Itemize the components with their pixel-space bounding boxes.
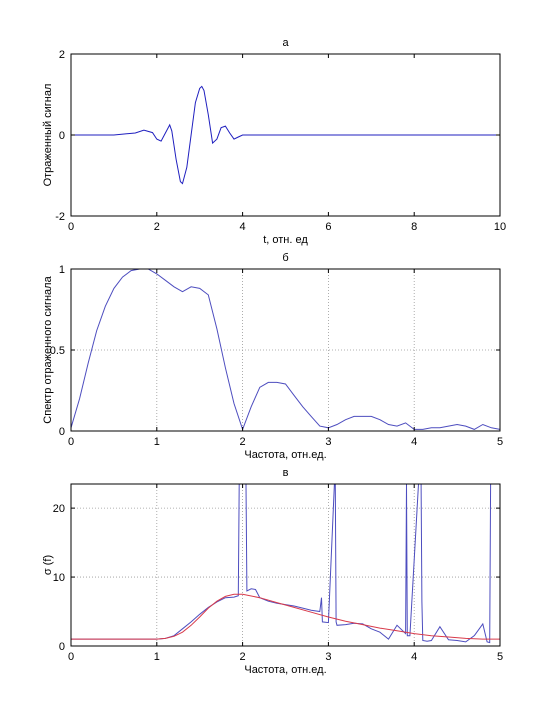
chart-title: в — [283, 467, 289, 479]
x-tick-label: 0 — [68, 221, 74, 233]
y-tick-label: 20 — [53, 503, 65, 515]
chart-title: а — [282, 37, 289, 49]
x-tick-label: 8 — [411, 221, 417, 233]
axes-frame — [70, 268, 501, 432]
x-axis-label: Частота, отн.ед. — [244, 664, 326, 676]
y-axis-label: Спектр отраженного сигнала — [42, 275, 54, 423]
panel-c: 0 1 2 3 4 5 0 10 20 в Частота, отн.ед. σ (f) — [42, 467, 503, 676]
chart-title: б — [282, 252, 288, 264]
x-tick-label: 2 — [240, 436, 246, 448]
x-tick-label: 3 — [325, 436, 331, 448]
y-axis-label: σ (f) — [42, 555, 54, 575]
panel-b: 0 1 2 3 4 5 0 0.5 1 б Частота, отн.ед. Спектр отраж… — [42, 252, 503, 461]
y-tick-label: 0 — [59, 426, 65, 438]
x-tick-label: 4 — [411, 436, 417, 448]
y-tick-label: 2 — [59, 49, 65, 61]
x-tick-label: 0 — [68, 436, 74, 448]
y-tick-label: -2 — [55, 211, 65, 223]
series-line-2 — [71, 593, 500, 640]
x-axis-label: t, отн. ед — [263, 234, 308, 246]
y-tick-label: 0 — [59, 130, 65, 142]
x-tick-label: 4 — [411, 651, 417, 663]
x-tick-label: 2 — [240, 651, 246, 663]
x-tick-label: 5 — [497, 436, 503, 448]
series-line-1 — [71, 85, 500, 185]
x-tick-label: 5 — [497, 651, 503, 663]
y-tick-label: 1 — [59, 264, 65, 276]
x-tick-label: 1 — [154, 651, 160, 663]
y-axis-label: Отраженный сигнал — [42, 84, 54, 187]
x-tick-label: 2 — [154, 221, 160, 233]
series-line-1 — [71, 484, 500, 644]
series-line-1 — [71, 269, 500, 431]
y-tick-label: 10 — [53, 572, 65, 584]
x-tick-label: 3 — [325, 651, 331, 663]
x-tick-label: 10 — [494, 221, 506, 233]
x-axis-label: Частота, отн.ед. — [244, 449, 326, 461]
axes-frame — [70, 483, 501, 647]
x-tick-label: 6 — [325, 221, 331, 233]
x-tick-label: 0 — [68, 651, 74, 663]
y-tick-label: 0 — [59, 641, 65, 653]
y-tick-label: 0.5 — [50, 345, 65, 357]
x-tick-label: 1 — [154, 436, 160, 448]
x-tick-label: 4 — [240, 221, 246, 233]
